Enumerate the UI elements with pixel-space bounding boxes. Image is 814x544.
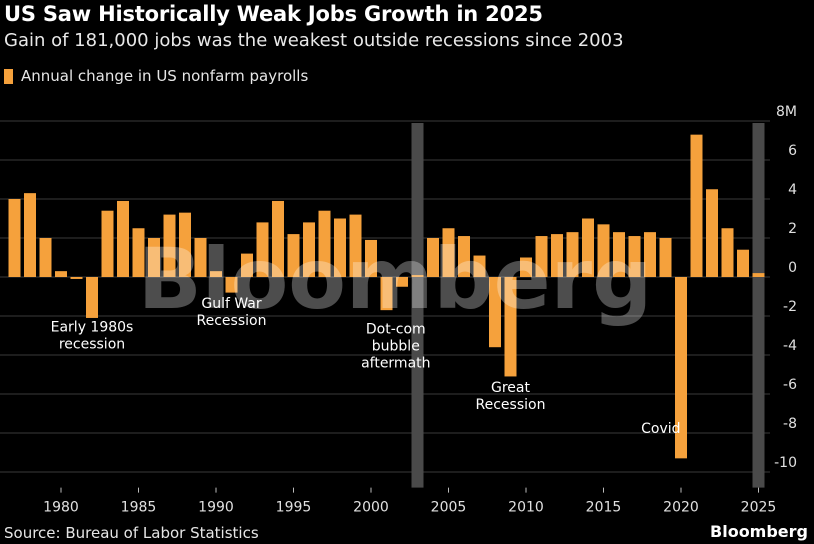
y-tick-label: -2 bbox=[783, 299, 797, 315]
bar-1980 bbox=[55, 271, 67, 277]
shaded-periods bbox=[411, 123, 765, 488]
bar-2012 bbox=[551, 234, 563, 277]
y-axis-ticks: 8M 6 4 2 0 -2 -4 -6 -8 -10 bbox=[774, 104, 797, 471]
bar-2024 bbox=[737, 249, 749, 277]
bar-2025 bbox=[752, 273, 765, 277]
annotation: Gulf War Recession bbox=[197, 296, 267, 329]
x-tick-label: 1990 bbox=[198, 500, 234, 516]
x-tick-label: 1980 bbox=[43, 500, 79, 516]
chart-subtitle: Gain of 181,000 jobs was the weakest out… bbox=[4, 30, 624, 51]
bar-2005 bbox=[442, 228, 455, 277]
annotation: Great Recession bbox=[476, 380, 546, 413]
bar-2015 bbox=[597, 224, 610, 277]
watermark: Bloomberg bbox=[138, 230, 652, 328]
y-tick-label: -10 bbox=[774, 455, 797, 471]
bar-1995 bbox=[287, 234, 300, 277]
bar-2003 bbox=[411, 275, 424, 277]
chart-legend: Annual change in US nonfarm payrolls bbox=[4, 67, 308, 85]
bar-2019 bbox=[659, 238, 672, 277]
bar-2022 bbox=[706, 189, 718, 277]
brand-logo: Bloomberg bbox=[710, 522, 808, 541]
annotations: Early 1980s recession Gulf War Recession Dot… bbox=[51, 296, 681, 437]
bar-1994 bbox=[272, 200, 284, 277]
x-tick-label: 2020 bbox=[663, 500, 699, 516]
bar-2007 bbox=[473, 255, 486, 277]
bar-1999 bbox=[349, 214, 362, 277]
annotation: Dot-com bubble aftermath bbox=[361, 322, 430, 372]
y-tick-label: 4 bbox=[788, 182, 797, 198]
bar-1993 bbox=[256, 222, 269, 277]
annotation: Early 1980s recession bbox=[51, 320, 134, 353]
y-tick-label: 0 bbox=[788, 260, 797, 276]
bar-1998 bbox=[334, 218, 346, 277]
bar-1997 bbox=[318, 210, 331, 277]
bar-2013 bbox=[566, 232, 579, 277]
bar-2010 bbox=[520, 257, 532, 277]
bar-1983 bbox=[101, 210, 114, 277]
y-tick-label: 8M bbox=[776, 104, 797, 120]
bar-2002 bbox=[396, 277, 408, 287]
y-tick-label: -6 bbox=[783, 377, 797, 393]
bar-2004 bbox=[427, 238, 439, 277]
x-tick-label: 2025 bbox=[741, 500, 777, 516]
y-tick-label: 6 bbox=[788, 143, 797, 159]
shaded-band bbox=[411, 123, 424, 488]
x-axis-ticks: 1980 1985 1990 1995 2000 2005 2010 2015 2020 2025 bbox=[43, 487, 777, 516]
bar-2001 bbox=[380, 277, 393, 311]
bar-2000 bbox=[365, 239, 377, 277]
chart-title: US Saw Historically Weak Jobs Growth in … bbox=[4, 2, 543, 26]
bar-1978 bbox=[24, 193, 36, 277]
bar-1990 bbox=[210, 271, 222, 277]
bar-1981 bbox=[70, 277, 83, 279]
annotation: Covid bbox=[641, 421, 680, 437]
x-tick-label: 2005 bbox=[431, 500, 467, 516]
bar-2006 bbox=[458, 236, 470, 277]
bar-1985 bbox=[132, 228, 145, 277]
bar-1989 bbox=[194, 238, 207, 277]
bar-2017 bbox=[628, 236, 641, 277]
x-tick-label: 2015 bbox=[586, 500, 622, 516]
y-tick-label: -4 bbox=[783, 338, 797, 354]
bar-2011 bbox=[535, 236, 548, 277]
x-tick-label: 1985 bbox=[121, 500, 157, 516]
bar-1987 bbox=[163, 214, 176, 277]
y-tick-label: -8 bbox=[783, 416, 797, 432]
bar-1991 bbox=[225, 277, 238, 293]
bar-1979 bbox=[39, 238, 52, 277]
x-tick-label: 1995 bbox=[276, 500, 312, 516]
bar-2009 bbox=[504, 277, 517, 377]
bar-2020 bbox=[675, 277, 687, 459]
bar-1986 bbox=[148, 238, 160, 277]
bar-1992 bbox=[241, 253, 253, 277]
bar-1982 bbox=[86, 277, 98, 318]
bars bbox=[8, 134, 765, 459]
legend-swatch bbox=[4, 68, 13, 84]
x-tick-label: 2000 bbox=[353, 500, 389, 516]
bar-2008 bbox=[489, 277, 501, 348]
y-tick-label: 2 bbox=[788, 221, 797, 237]
bar-1988 bbox=[179, 212, 191, 277]
bar-2021 bbox=[690, 134, 703, 277]
shaded-band bbox=[752, 123, 765, 488]
bar-2018 bbox=[644, 232, 656, 277]
source-note: Source: Bureau of Labor Statistics bbox=[4, 524, 259, 542]
bar-1984 bbox=[117, 200, 129, 277]
bar-2014 bbox=[582, 218, 594, 277]
legend-label: Annual change in US nonfarm payrolls bbox=[21, 67, 309, 85]
bar-2016 bbox=[613, 232, 625, 277]
x-tick-label: 2010 bbox=[508, 500, 544, 516]
bar-2023 bbox=[721, 228, 734, 277]
bar-1996 bbox=[303, 222, 315, 277]
bar-1977 bbox=[8, 199, 21, 277]
